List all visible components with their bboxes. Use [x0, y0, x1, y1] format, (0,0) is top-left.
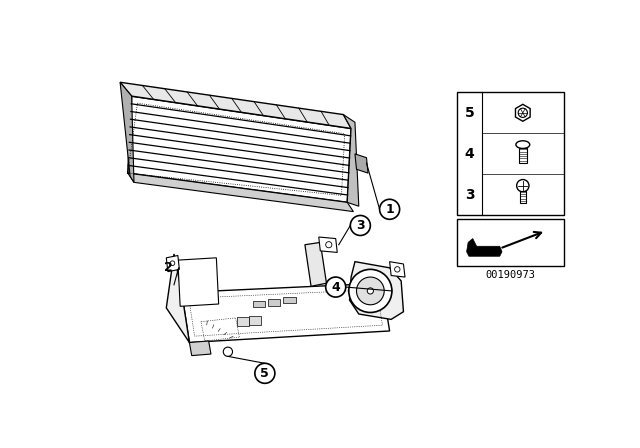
Bar — [458, 220, 564, 266]
Circle shape — [350, 215, 371, 236]
Text: 00190973: 00190973 — [486, 270, 536, 280]
Circle shape — [356, 277, 384, 305]
Polygon shape — [128, 96, 351, 202]
Circle shape — [223, 347, 232, 356]
Text: 3: 3 — [465, 188, 474, 202]
Bar — [284, 297, 296, 303]
Bar — [458, 92, 564, 215]
Circle shape — [395, 267, 400, 272]
Circle shape — [518, 108, 527, 117]
Polygon shape — [344, 115, 359, 206]
Polygon shape — [189, 341, 211, 356]
Polygon shape — [120, 82, 134, 182]
Text: 3: 3 — [356, 219, 365, 232]
Bar — [253, 301, 265, 307]
Polygon shape — [249, 315, 261, 325]
Polygon shape — [519, 148, 527, 163]
Circle shape — [170, 261, 175, 266]
Polygon shape — [182, 283, 390, 343]
Polygon shape — [178, 258, 219, 306]
Circle shape — [326, 277, 346, 297]
Text: 4: 4 — [332, 280, 340, 293]
Polygon shape — [515, 104, 530, 121]
Ellipse shape — [516, 141, 530, 148]
Polygon shape — [305, 242, 326, 286]
Polygon shape — [166, 255, 179, 271]
Polygon shape — [467, 238, 502, 256]
Text: 2: 2 — [164, 261, 172, 274]
Polygon shape — [237, 317, 250, 326]
Circle shape — [380, 199, 399, 220]
Text: 5: 5 — [260, 367, 269, 380]
Circle shape — [516, 180, 529, 192]
Polygon shape — [166, 254, 189, 343]
Circle shape — [367, 288, 373, 294]
Polygon shape — [355, 154, 368, 173]
Text: 4: 4 — [465, 147, 474, 161]
Polygon shape — [520, 191, 526, 202]
Circle shape — [326, 241, 332, 248]
Polygon shape — [128, 173, 353, 211]
Polygon shape — [120, 82, 351, 129]
Bar — [268, 299, 280, 306]
Text: 5: 5 — [465, 106, 474, 120]
Circle shape — [255, 363, 275, 383]
Text: 1: 1 — [385, 203, 394, 216]
Circle shape — [349, 269, 392, 313]
Polygon shape — [349, 262, 403, 319]
Polygon shape — [390, 262, 405, 277]
Polygon shape — [319, 237, 337, 252]
